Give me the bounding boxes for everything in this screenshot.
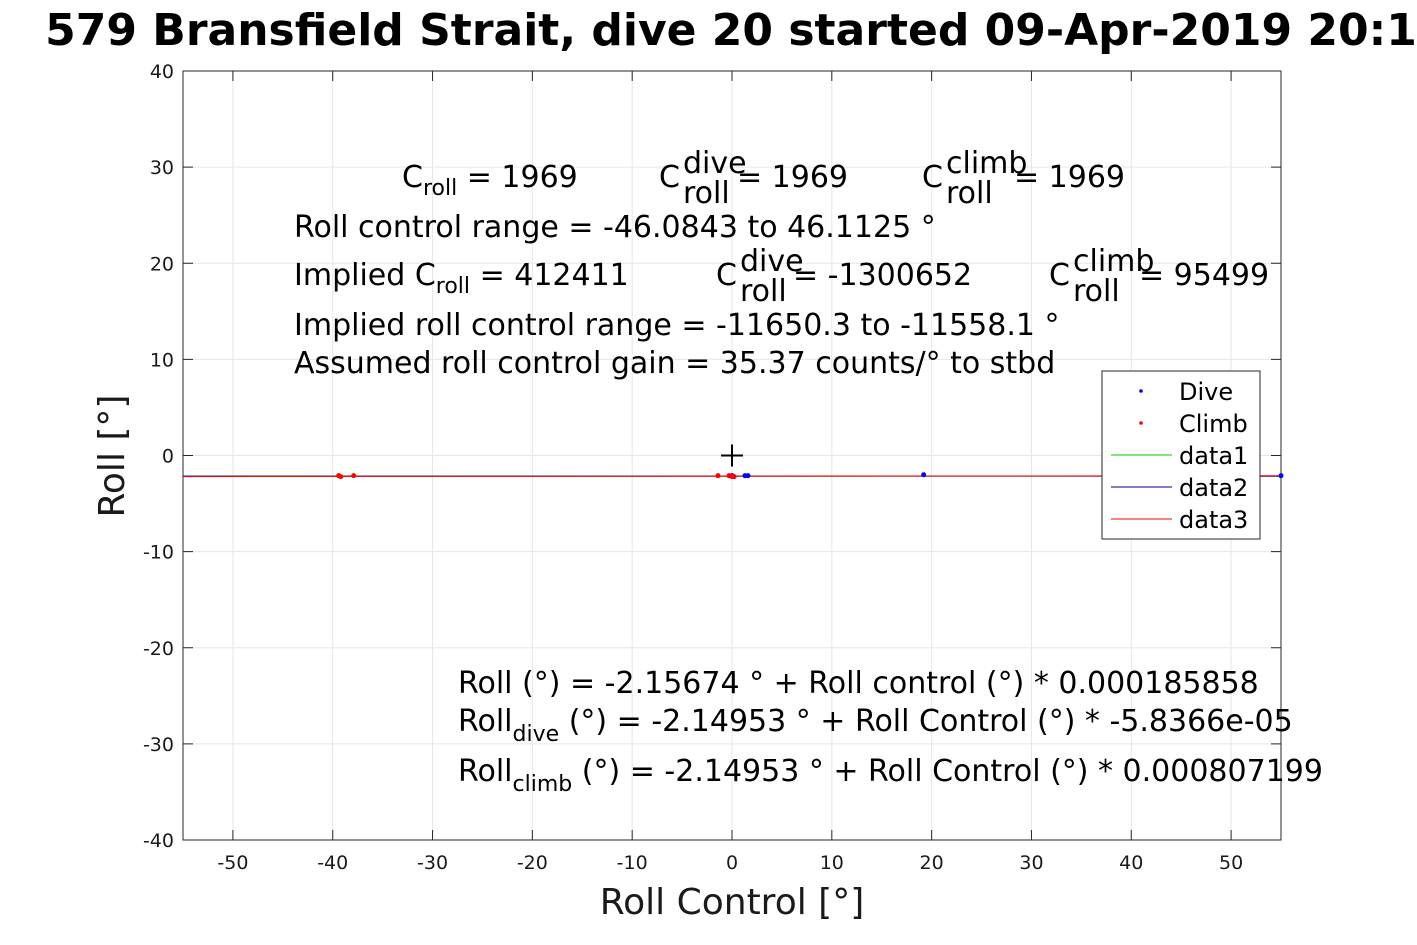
annotation-implied-range: Implied roll control range = -11650.3 to…	[294, 308, 1060, 343]
annotation-implied-c-climb-value: = 95499	[1139, 258, 1269, 293]
origin-marker	[721, 444, 743, 467]
data-point-climb	[338, 474, 344, 480]
chart-title: 579 Bransfield Strait, dive 20 started 0…	[45, 5, 1417, 56]
x-tick-label: -20	[517, 852, 548, 874]
annotation-implied-c-climb-sup: climb	[1073, 244, 1154, 279]
data-point-climb	[715, 473, 721, 479]
annotation-fit-dive: Rolldive (°) = -2.14953 ° + Roll Control…	[458, 704, 1293, 747]
annotation-implied-c-dive-value: = -1300652	[793, 258, 972, 293]
x-tick-label: -50	[217, 852, 248, 874]
annotation-c-roll-climb-value: = 1969	[1014, 160, 1125, 195]
annotation-c-roll-climb-sub: roll	[946, 176, 993, 211]
y-tick-label: 30	[150, 157, 174, 179]
data-point-climb	[731, 474, 737, 480]
annotation-range: Roll control range = -46.0843 to 46.1125…	[294, 210, 936, 245]
annotation-c-roll-climb-sup: climb	[946, 146, 1027, 181]
annotation-c-roll-dive-sup: dive	[683, 146, 747, 181]
data-points	[336, 472, 1284, 480]
annotation-implied-c-dive: C	[716, 258, 737, 293]
annotation-implied-c-climb: C	[1049, 258, 1070, 293]
ticks: -50 -40 -30 -20 -10 0 10 20 30 40 50 -40 -30 -20 -10 0 1…	[143, 61, 1281, 874]
x-tick-label: 50	[1219, 852, 1243, 874]
data-point-dive	[745, 473, 751, 479]
y-tick-label: 20	[150, 253, 174, 275]
x-tick-label: -40	[317, 852, 348, 874]
annotation-implied-c-climb-sub: roll	[1073, 274, 1120, 309]
annotation-c-roll-dive-sub: roll	[683, 176, 730, 211]
y-tick-label: 10	[150, 349, 174, 371]
annotation-c-roll-dive-value: = 1969	[737, 160, 848, 195]
y-axis-label: Roll [°]	[92, 395, 133, 518]
annotation-c-roll-climb: C	[922, 160, 943, 195]
legend: Dive Climb data1 data2 data3	[1101, 370, 1261, 540]
y-tick-label: -30	[143, 734, 174, 756]
annotation-fit-all: Roll (°) = -2.15674 ° + Roll control (°)…	[458, 666, 1259, 701]
legend-label-data3: data3	[1179, 506, 1248, 534]
y-tick-label: 40	[150, 61, 174, 83]
y-tick-label: -20	[143, 638, 174, 660]
x-tick-label: 20	[920, 852, 944, 874]
x-tick-label: -10	[617, 852, 648, 874]
annotation-implied-c-dive-sup: dive	[740, 244, 804, 279]
legend-label-data2: data2	[1179, 474, 1248, 502]
y-tick-label: -10	[143, 542, 174, 564]
x-tick-label: 10	[820, 852, 844, 874]
legend-label-climb: Climb	[1179, 410, 1248, 438]
x-tick-label: 30	[1019, 852, 1043, 874]
legend-marker-climb	[1139, 421, 1143, 425]
x-tick-label: -30	[417, 852, 448, 874]
data-point-dive	[1278, 473, 1284, 479]
annotation-c-roll: Croll = 1969	[402, 160, 578, 201]
legend-marker-dive	[1139, 389, 1143, 393]
annotation-c-roll-dive: C	[659, 160, 680, 195]
legend-label-data1: data1	[1179, 442, 1248, 470]
y-tick-label: -40	[143, 830, 174, 852]
annotation-gain: Assumed roll control gain = 35.37 counts…	[294, 346, 1055, 381]
annotation-implied-c-roll: Implied Croll = 412411	[294, 258, 629, 299]
annotation-implied-c-dive-sub: roll	[740, 274, 787, 309]
legend-label-dive: Dive	[1179, 378, 1233, 406]
y-tick-label: 0	[162, 446, 174, 468]
data-point-dive	[921, 472, 927, 478]
x-tick-label: 40	[1119, 852, 1143, 874]
x-axis-label: Roll Control [°]	[600, 882, 865, 923]
data-point-climb	[351, 473, 357, 479]
annotation-fit-climb: Rollclimb (°) = -2.14953 ° + Roll Contro…	[458, 754, 1323, 797]
x-tick-label: 0	[726, 852, 738, 874]
